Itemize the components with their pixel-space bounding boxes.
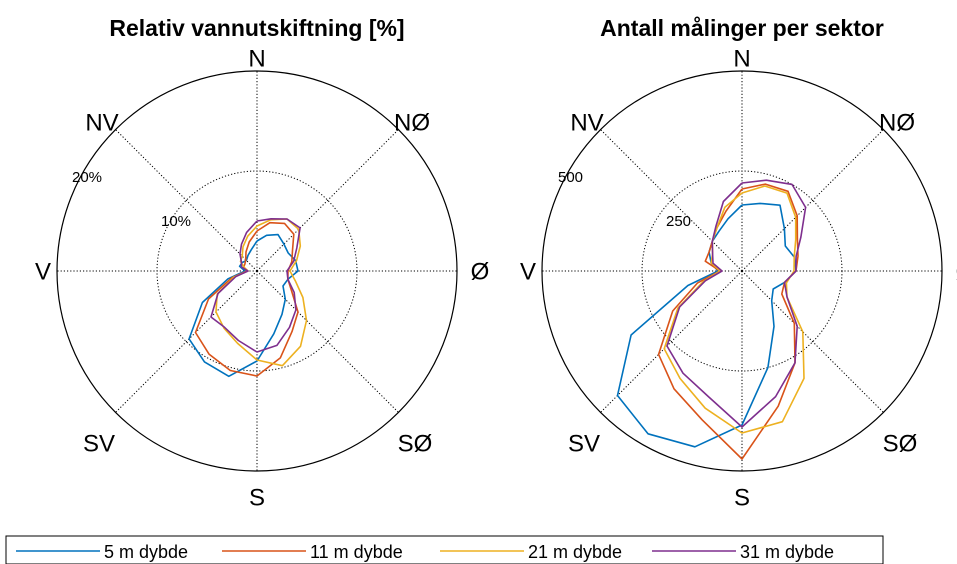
- legend-box: [5, 535, 884, 564]
- direction-label-v: V: [520, 258, 536, 285]
- legend-label-5m: 5 m dybde: [104, 542, 188, 562]
- polar-chart-relative-exchange: 10% 20% N NØ Ø SØ S SV V NV Relativ vannutskiftnin…: [35, 15, 489, 511]
- direction-label-n: N: [248, 45, 265, 72]
- series-line-31-m-dybde: [210, 218, 301, 353]
- chart-title: Relativ vannutskiftning [%]: [109, 15, 404, 41]
- radial-tick-label-250: 250: [666, 213, 691, 230]
- series-line-21-m-dybde: [215, 218, 308, 367]
- legend-label-21m: 21 m dybde: [528, 542, 622, 562]
- direction-label-nv: NV: [85, 109, 118, 136]
- legend-label-31m: 31 m dybde: [740, 542, 834, 562]
- polar-chart-measurement-count: 250 500 N NØ Ø SØ S SV V NV Antall målinger per se…: [520, 15, 957, 511]
- grid-spoke-nv: [115, 129, 258, 272]
- radial-tick-label-10: 10%: [161, 213, 191, 230]
- radial-tick-label-20: 20%: [72, 169, 102, 186]
- radial-tick-label-500: 500: [558, 169, 583, 186]
- grid-spoke-sv: [115, 270, 258, 413]
- series-line-5-m-dybde: [188, 233, 299, 378]
- direction-label-sv: SV: [568, 430, 600, 457]
- grid-spoke-so: [256, 270, 399, 413]
- grid-spoke-no: [741, 129, 884, 272]
- direction-label-o: Ø: [471, 258, 490, 285]
- direction-label-no: NØ: [879, 109, 915, 136]
- direction-label-s: S: [249, 484, 265, 511]
- chart-title: Antall målinger per sektor: [600, 15, 884, 41]
- legend-label-11m: 11 m dybde: [310, 542, 403, 562]
- series-line-11-m-dybde: [194, 221, 299, 377]
- legend: 5 m dybde 11 m dybde 21 m dybde 31 m dyb…: [5, 535, 884, 564]
- direction-label-nv: NV: [570, 109, 603, 136]
- direction-label-n: N: [733, 45, 750, 72]
- direction-label-so: SØ: [883, 430, 918, 457]
- direction-label-o: Ø: [956, 258, 957, 285]
- direction-label-sv: SV: [83, 430, 115, 457]
- direction-label-so: SØ: [398, 430, 433, 457]
- series-line-31-m-dybde: [666, 179, 807, 428]
- direction-label-s: S: [734, 484, 750, 511]
- grid-spoke-nv: [600, 129, 743, 272]
- direction-label-v: V: [35, 258, 51, 285]
- grid-spoke-so: [741, 270, 884, 413]
- grid-spoke-no: [256, 129, 399, 272]
- grid-spoke-sv: [600, 270, 743, 413]
- direction-label-no: NØ: [394, 109, 430, 136]
- series-line-11-m-dybde: [657, 183, 799, 460]
